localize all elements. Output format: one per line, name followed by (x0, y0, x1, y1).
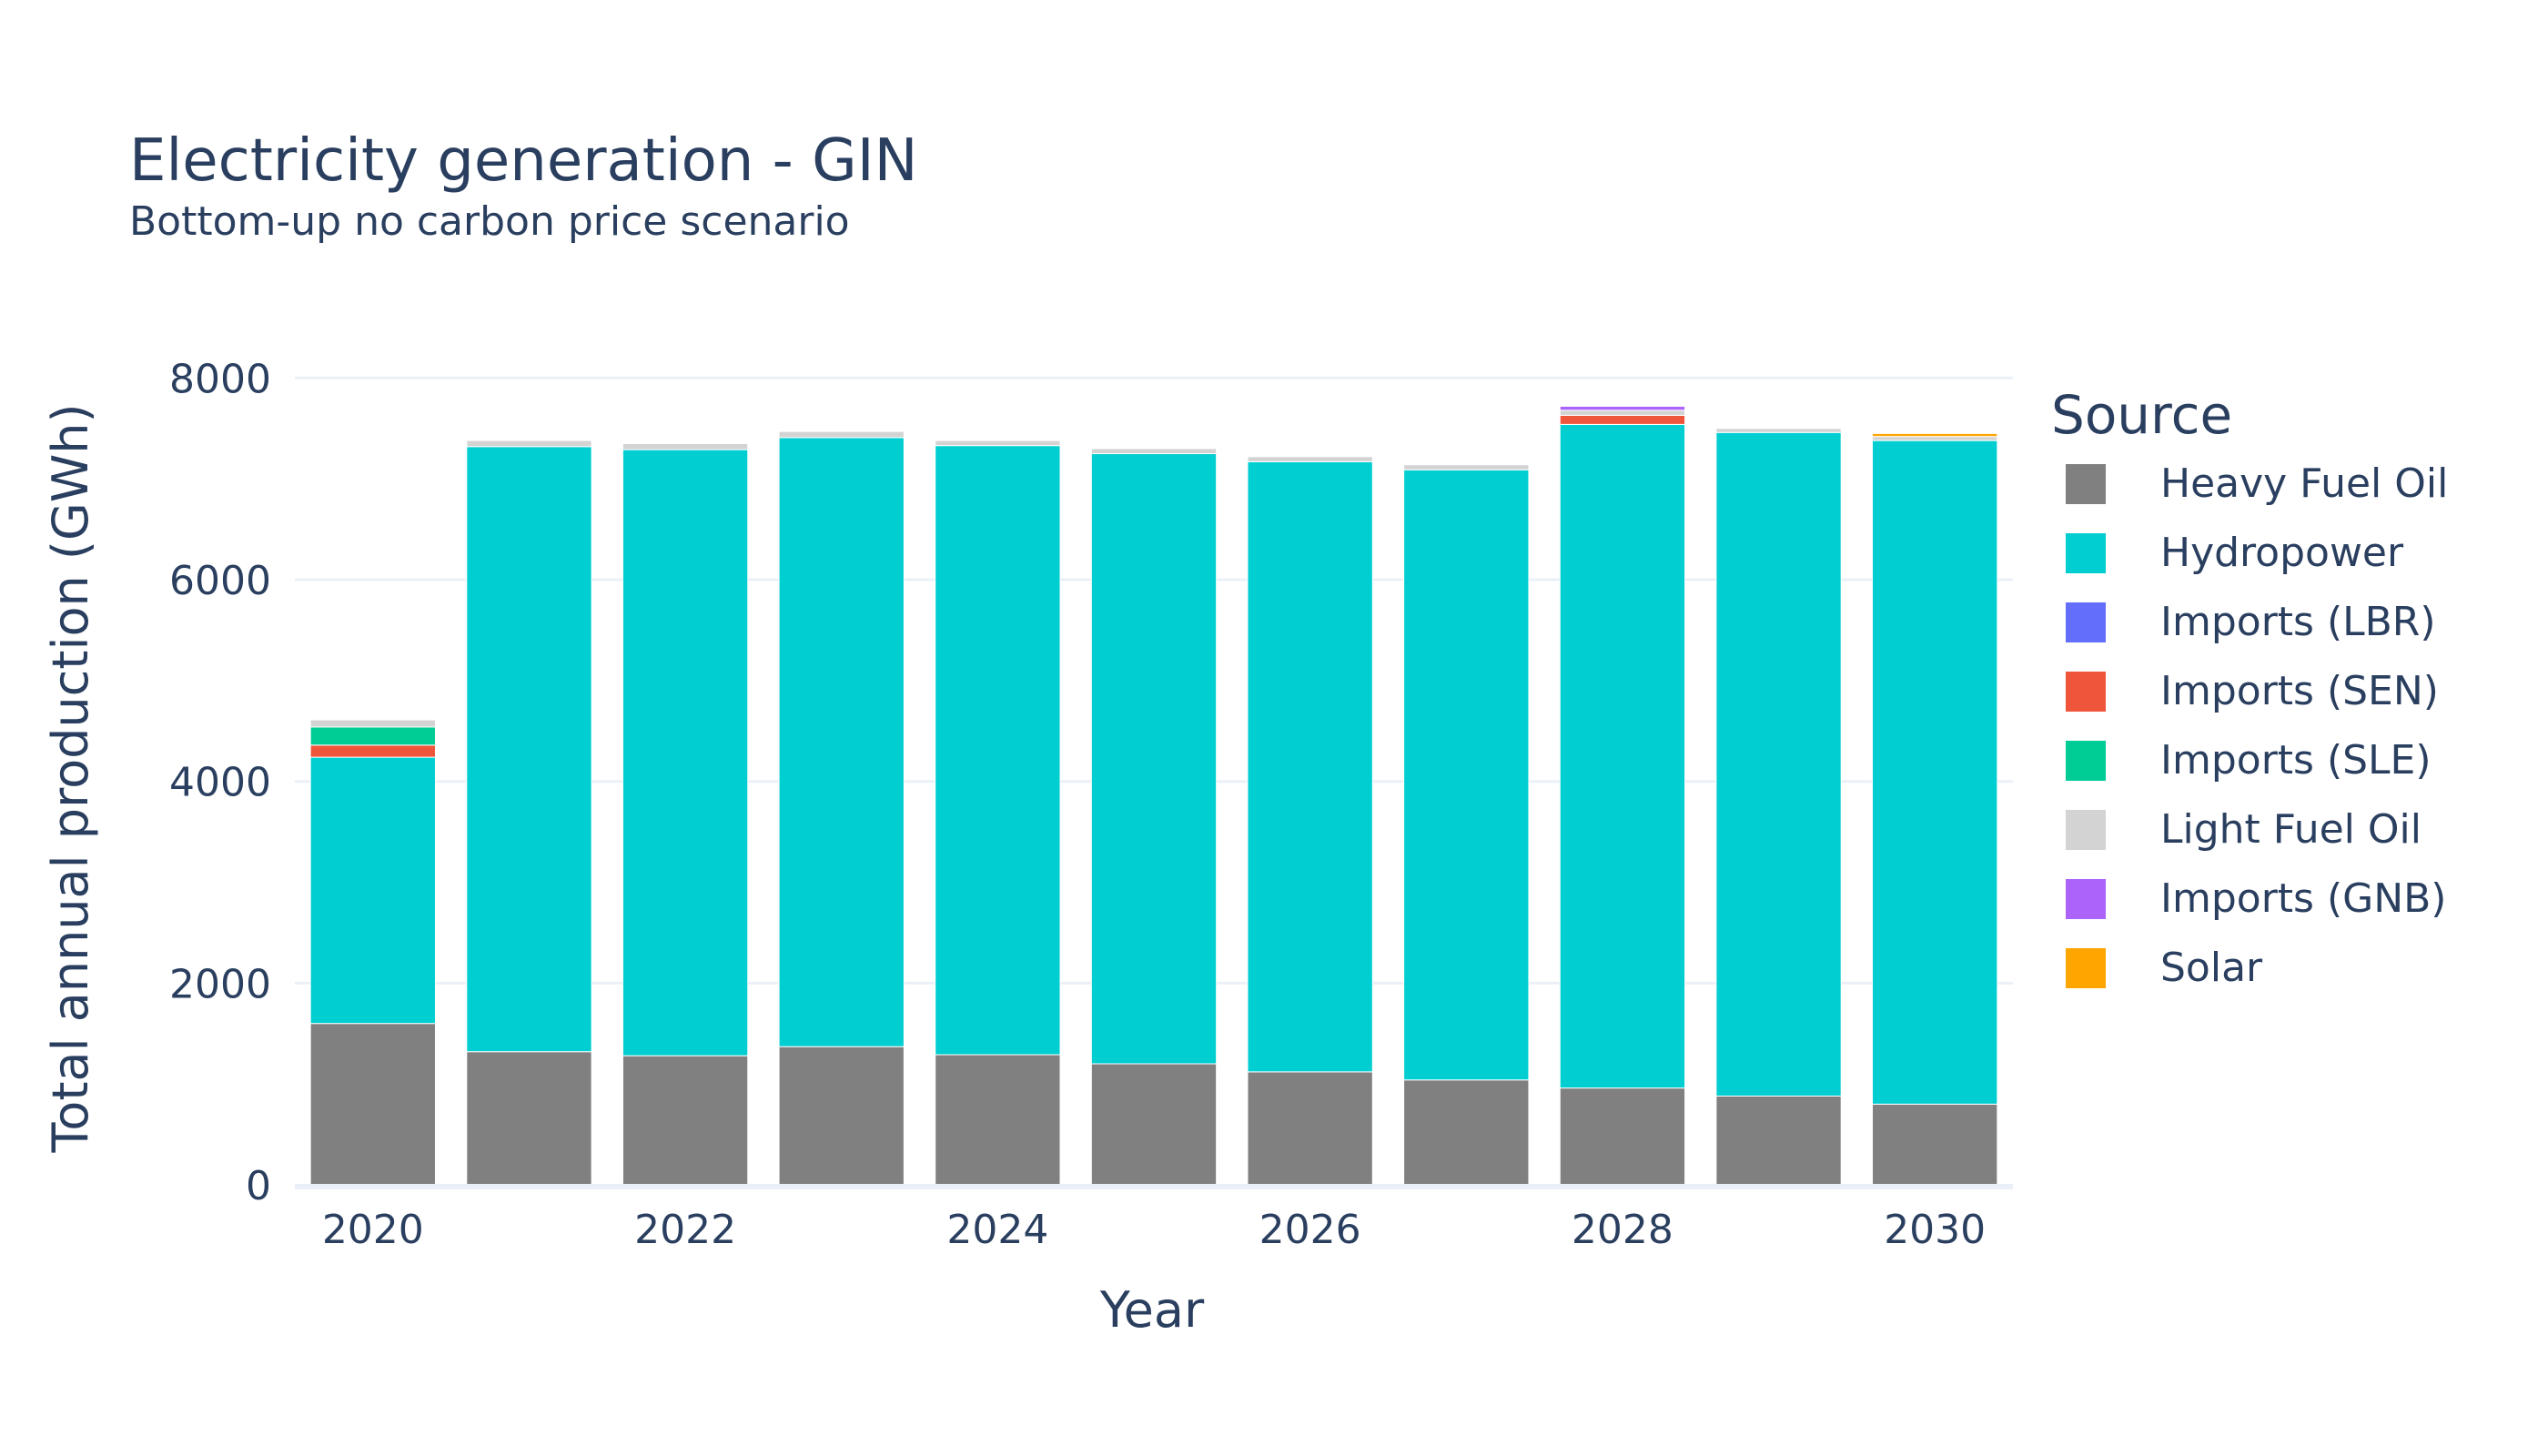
y-tick-labels: 0 2000 4000 6000 8000 (169, 356, 271, 1209)
bar-segment (1715, 428, 1842, 433)
bar-segment (1559, 423, 1686, 1089)
bar-segment (1403, 464, 1530, 470)
legend-item-label: Imports (LBR) (2160, 599, 2436, 645)
bar-segment (1872, 432, 1998, 438)
bar-segment (309, 726, 436, 746)
bar-segment (1247, 456, 1373, 462)
y-tick-label: 8000 (169, 356, 271, 402)
y-tick-label: 0 (246, 1163, 271, 1209)
bars (309, 405, 1998, 1186)
bar-segment (1872, 440, 1998, 1105)
legend-swatch (2066, 810, 2106, 850)
bar-segment (309, 756, 436, 1025)
y-tick-label: 2000 (169, 961, 271, 1007)
bar-segment (1715, 431, 1842, 1097)
bar-segment (1403, 1079, 1530, 1186)
bar-segment (622, 442, 749, 450)
bar-segment (1559, 405, 1686, 411)
legend-item-label: Solar (2160, 945, 2263, 991)
x-tick-label: 2022 (634, 1207, 736, 1253)
bar-segment (466, 1051, 592, 1186)
bar-segment (1090, 448, 1218, 455)
bar-segment (1559, 1087, 1686, 1186)
legend-swatch (2066, 948, 2106, 988)
bar-segment (778, 430, 905, 439)
chart-subtitle: Bottom-up no carbon price scenario (129, 198, 850, 245)
bar-segment (1715, 1095, 1842, 1186)
legend-item-label: Light Fuel Oil (2160, 806, 2422, 853)
bar-segment (622, 1055, 749, 1186)
bar-segment (778, 437, 905, 1047)
legend: Source Heavy Fuel Oil Hydropower Imports (… (2051, 384, 2448, 991)
bar-segment (309, 719, 436, 728)
bar-segment (622, 449, 749, 1057)
bar-segment (1247, 1071, 1373, 1186)
bar-segment (1872, 436, 1998, 441)
y-tick-label: 6000 (169, 558, 271, 604)
bar-segment (1090, 1063, 1218, 1186)
bar-segment (935, 1054, 1061, 1186)
bar-segment (1559, 410, 1686, 416)
legend-item-label: Imports (GNB) (2160, 875, 2446, 922)
legend-swatch (2066, 672, 2106, 712)
bar-segment (466, 440, 592, 448)
x-tick-label: 2024 (946, 1207, 1048, 1253)
legend-item-label: Hydropower (2160, 530, 2404, 576)
bar-segment (466, 446, 592, 1053)
bar-segment (1403, 469, 1530, 1081)
bar-segment (309, 1023, 436, 1186)
legend-item-label: Imports (SLE) (2160, 737, 2432, 784)
bar-segment (778, 1046, 905, 1186)
x-tick-label: 2020 (322, 1207, 424, 1253)
bar-segment (935, 440, 1061, 447)
bar-segment (935, 445, 1061, 1056)
bar-segment (1247, 460, 1373, 1073)
bar-segment (1559, 414, 1686, 425)
legend-title: Source (2051, 384, 2232, 446)
legend-swatch (2066, 533, 2106, 573)
x-tick-label: 2030 (1884, 1207, 1986, 1253)
chart-title: Electricity generation - GIN (129, 127, 917, 195)
x-tick-labels: 2020 2022 2024 2026 2028 2030 (322, 1207, 1986, 1253)
x-tick-label: 2026 (1259, 1207, 1361, 1253)
legend-swatch (2066, 879, 2106, 919)
legend-swatch (2066, 741, 2106, 781)
y-axis-label: Total annual production (GWh) (42, 403, 99, 1153)
y-tick-label: 4000 (169, 760, 271, 806)
legend-item-label: Heavy Fuel Oil (2160, 460, 2448, 507)
legend-swatch (2066, 602, 2106, 642)
bar-segment (1872, 1103, 1998, 1186)
x-tick-label: 2028 (1572, 1207, 1673, 1253)
bar-segment (1090, 453, 1218, 1065)
legend-swatch (2066, 464, 2106, 504)
legend-item-label: Imports (SEN) (2160, 668, 2439, 714)
bar-segment (309, 744, 436, 758)
x-axis-label: Year (1099, 1281, 1205, 1339)
